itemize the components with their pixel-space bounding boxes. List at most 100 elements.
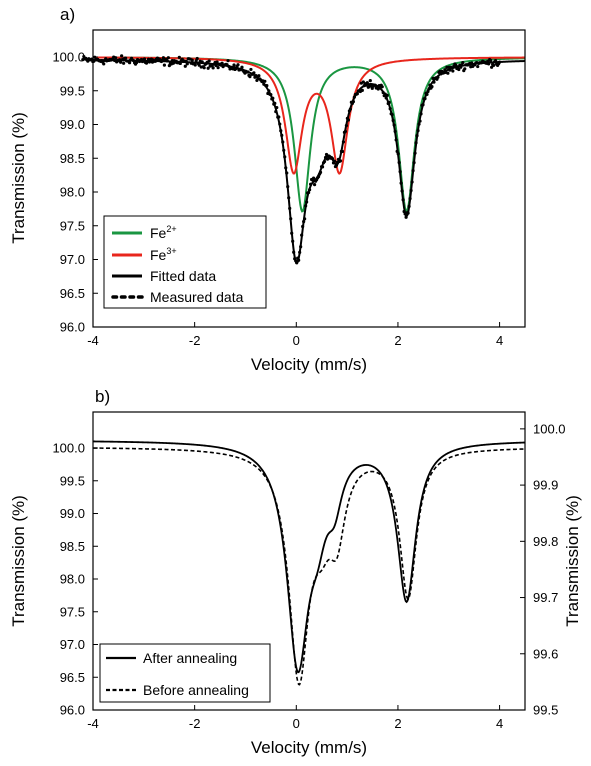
- panel-a-y-tick-label: 99.0: [60, 117, 85, 132]
- measured-data-point: [492, 63, 496, 67]
- measured-data-point: [147, 60, 152, 64]
- measured-data-point: [401, 198, 405, 202]
- measured-data-point: [380, 85, 384, 89]
- measured-data-point: [376, 87, 380, 91]
- panel-a-measured-points: [81, 54, 502, 265]
- panel-b-x-tick-label: -4: [87, 716, 99, 731]
- before-annealing-line: [92, 447, 526, 686]
- measured-data-point: [246, 70, 250, 74]
- measured-data-point: [364, 83, 368, 87]
- measured-data-point: [271, 96, 275, 100]
- measured-data-point: [202, 66, 206, 70]
- panel-a-y-tick-label: 97.0: [60, 252, 85, 267]
- measured-data-point: [303, 217, 307, 221]
- panel-a-y-ticks: 96.0 96.5 97.0 97.5 98.0 98.5 99.0 99.5 100.0: [52, 50, 98, 335]
- panel-b-y-tick-label: 96.0: [60, 703, 85, 718]
- panel-a-x-tick-label: 2: [394, 333, 401, 348]
- panel-b-x-tick-label: -2: [189, 716, 201, 731]
- panel-b-plot-frame: [92, 411, 526, 711]
- measured-data-point: [497, 60, 502, 64]
- measured-data-point: [318, 170, 323, 175]
- measured-data-point: [316, 175, 321, 179]
- panel-a-x-tick-label: -2: [189, 333, 201, 348]
- legend-fe3-label: Fe3+: [150, 246, 177, 263]
- measured-data-point: [470, 61, 474, 65]
- measured-data-point: [122, 61, 126, 65]
- measured-data-point: [286, 185, 290, 189]
- panel-b-curves: [92, 440, 526, 686]
- measured-data-point: [416, 129, 420, 133]
- measured-data-point: [282, 148, 286, 152]
- measured-data-point: [274, 110, 278, 114]
- measured-data-point: [134, 60, 139, 65]
- panel-a-y-tick-label: 96.5: [60, 286, 85, 301]
- panel-a-plot-frame: [92, 29, 526, 328]
- panel-b-y-tick-label: 98.0: [60, 572, 85, 587]
- legend-before-label: Before annealing: [143, 682, 249, 698]
- measured-data-point: [300, 233, 304, 237]
- measured-data-point: [166, 56, 170, 60]
- measured-data-point: [487, 62, 491, 66]
- measured-data-point: [200, 60, 204, 64]
- measured-data-point: [287, 196, 291, 200]
- panel-a-x-tick-label: -4: [87, 333, 99, 348]
- measured-data-point: [340, 149, 345, 154]
- measured-data-point: [490, 65, 494, 69]
- measured-data-point: [407, 204, 411, 208]
- measured-data-point: [408, 196, 412, 201]
- measured-data-point: [399, 181, 403, 185]
- measured-data-point: [249, 67, 253, 72]
- measured-data-point: [207, 59, 211, 63]
- measured-data-point: [351, 100, 355, 104]
- measured-data-point: [446, 71, 450, 75]
- panel-b-right-y-axis-label: Transmission (%): [563, 495, 582, 627]
- measured-data-point: [305, 200, 309, 204]
- panel-a: a) -4 -2 0 2 4 96.096.597.097.598.098.599.09…: [9, 5, 526, 374]
- measured-data-point: [334, 163, 339, 167]
- measured-data-point: [430, 85, 434, 89]
- measured-data-point: [425, 92, 429, 96]
- measured-data-point: [309, 182, 313, 186]
- measured-data-point: [402, 209, 406, 214]
- panel-a-label: a): [60, 5, 75, 24]
- measured-data-point: [162, 63, 166, 67]
- measured-data-point: [394, 138, 398, 142]
- measured-data-point: [412, 160, 416, 165]
- measured-data-point: [393, 129, 397, 134]
- measured-data-point: [225, 63, 229, 67]
- measured-data-point: [346, 118, 350, 122]
- panel-b-legend-box: [99, 643, 271, 703]
- measured-data-point: [330, 157, 335, 161]
- measured-data-point: [418, 119, 422, 123]
- measured-data-point: [476, 64, 480, 69]
- measured-data-point: [289, 217, 293, 221]
- panel-b-y-ticks: 96.0 96.5 97.0 97.5 98.0 98.5 99.0 99.5 100.0: [52, 441, 98, 718]
- measured-data-point: [114, 56, 118, 60]
- panel-b-right-y-tick-label: 99.9: [533, 478, 558, 493]
- measured-data-point: [406, 211, 410, 215]
- legend-fitted-label: Fitted data: [150, 268, 216, 284]
- measured-data-point: [387, 100, 391, 104]
- measured-data-point: [240, 65, 244, 69]
- measured-data-point: [279, 129, 283, 133]
- measured-data-point: [409, 188, 413, 193]
- measured-data-point: [291, 239, 295, 243]
- measured-data-point: [338, 159, 343, 163]
- measured-data-point: [360, 88, 364, 92]
- panel-b-y-tick-label: 100.0: [52, 441, 85, 456]
- measured-data-point: [177, 55, 181, 59]
- measured-data-point: [307, 190, 311, 195]
- measured-data-point: [365, 81, 369, 85]
- measured-data-point: [236, 63, 240, 67]
- measured-data-point: [127, 61, 132, 65]
- panel-b-x-axis-label: Velocity (mm/s): [251, 738, 367, 757]
- panel-b-x-ticks: -4 -2 0 2 4: [87, 705, 503, 731]
- measured-data-point: [343, 129, 348, 134]
- measured-data-point: [432, 80, 436, 84]
- panel-a-y-tick-label: 100.0: [52, 50, 85, 65]
- measured-data-point: [332, 159, 337, 163]
- legend-measured-label: Measured data: [150, 289, 244, 305]
- measured-data-point: [124, 56, 128, 60]
- after-annealing-line: [92, 440, 526, 674]
